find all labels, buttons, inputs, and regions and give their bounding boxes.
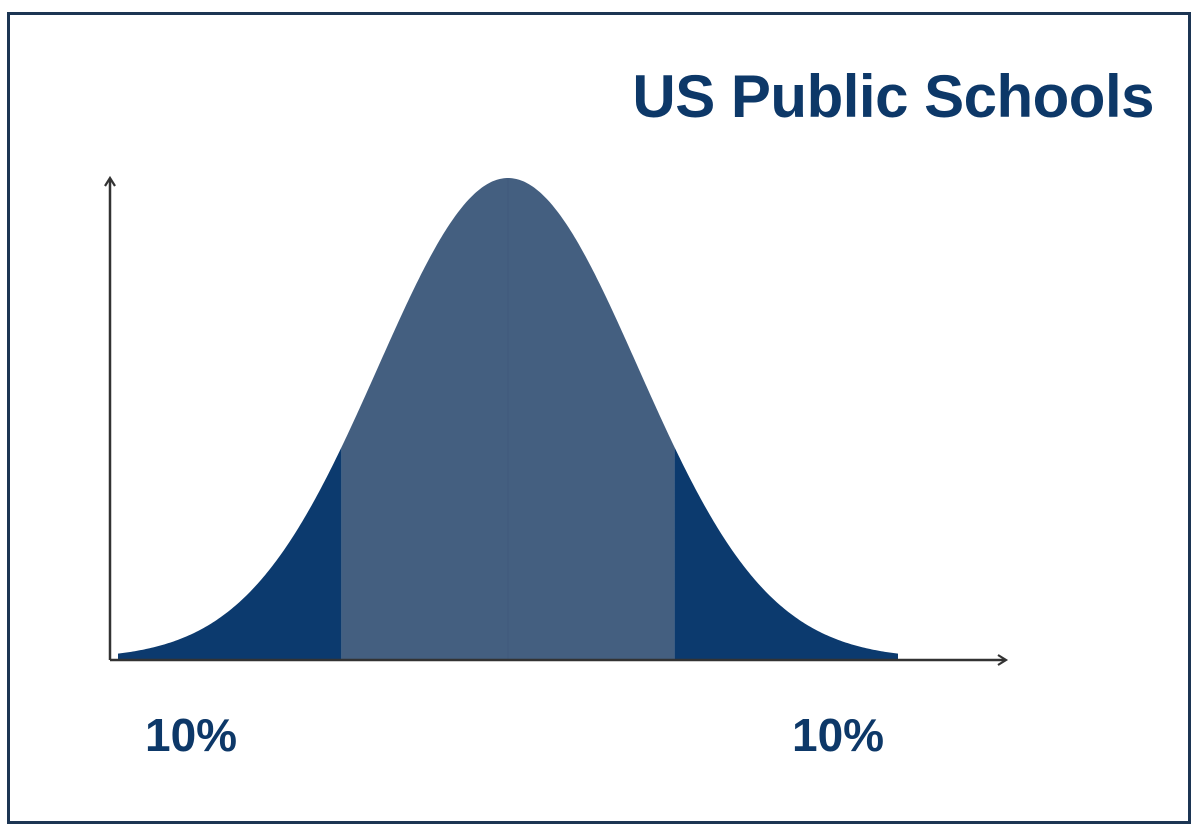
- region-labels: 10% 10%: [145, 709, 884, 761]
- curve-regions: [118, 178, 898, 659]
- curve-region-left-tail: [118, 447, 342, 659]
- curve-region-middle-right: [508, 178, 675, 659]
- chart-title: US Public Schools: [632, 63, 1154, 130]
- right-tail-label: 10%: [792, 709, 884, 761]
- curve-region-middle-left: [341, 178, 508, 659]
- curve-region-right-tail: [674, 447, 898, 659]
- left-tail-label: 10%: [145, 709, 237, 761]
